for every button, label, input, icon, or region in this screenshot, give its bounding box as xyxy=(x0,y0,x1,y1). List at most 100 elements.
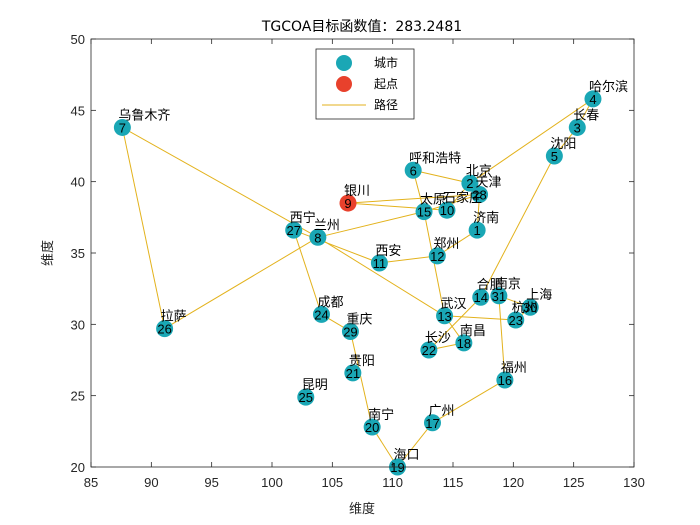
city-marker xyxy=(438,201,456,219)
legend-city-label: 城市 xyxy=(374,55,398,70)
city-index-label: 22 xyxy=(422,343,436,358)
legend-city-marker xyxy=(336,55,352,71)
route-segment xyxy=(444,315,516,321)
y-tick-label: 25 xyxy=(71,389,85,404)
route-segment xyxy=(121,127,166,329)
city-marker xyxy=(471,186,489,204)
city-marker xyxy=(468,221,486,239)
chart-title: TGCOA目标函数值：283.2481 xyxy=(261,19,462,35)
city-marker xyxy=(423,414,441,432)
city-marker xyxy=(507,311,525,329)
city-marker xyxy=(341,322,359,340)
city-index-label: 30 xyxy=(523,300,537,315)
city-index-label: 7 xyxy=(119,120,126,135)
legend: 城市 起点 路径 xyxy=(315,48,415,120)
city-name-label: 贵阳 xyxy=(349,354,375,369)
route-segment xyxy=(423,194,480,213)
city-marker xyxy=(285,221,303,239)
city-marker xyxy=(436,307,454,325)
city-name-label: 昆明 xyxy=(302,378,328,393)
city-name-label: 沈阳 xyxy=(550,137,576,152)
city-index-label: 21 xyxy=(346,366,360,381)
y-tick-label: 45 xyxy=(71,103,85,118)
city-marker xyxy=(428,247,446,265)
legend-start-marker xyxy=(336,76,352,92)
city-name-label: 济南 xyxy=(473,210,499,226)
x-axis-ticks: 85 90 95 100 105 110 115 120 125 130 xyxy=(84,39,645,490)
city-name-label: 海口 xyxy=(393,448,419,463)
city-marker xyxy=(404,161,422,179)
city-marker xyxy=(363,418,381,436)
city-index-label: 26 xyxy=(157,322,171,337)
city-marker xyxy=(420,341,438,359)
city-marker xyxy=(461,174,479,192)
city-name-label: 银川 xyxy=(344,184,370,199)
start-city-marker xyxy=(339,194,357,212)
city-index-label: 28 xyxy=(472,188,486,203)
city-index-label: 15 xyxy=(417,205,431,220)
y-tick-label: 50 xyxy=(71,32,85,47)
city-marker xyxy=(568,118,586,136)
city-index-label: 13 xyxy=(437,309,451,324)
route-segment xyxy=(347,194,480,204)
city-name-label: 福州 xyxy=(501,361,527,376)
legend-box xyxy=(315,48,415,120)
city-name-label: 广州 xyxy=(428,404,454,419)
x-tick-label: 100 xyxy=(261,475,283,490)
city-index-label: 9 xyxy=(344,196,351,211)
route-segment xyxy=(349,331,373,428)
city-name-label: 天津 xyxy=(476,176,502,191)
route-segment xyxy=(480,155,555,298)
y-tick-label: 35 xyxy=(71,246,85,261)
city-index-label: 20 xyxy=(365,420,379,435)
city-marker xyxy=(415,203,433,221)
city-marker xyxy=(309,228,327,246)
city-index-label: 3 xyxy=(574,120,581,135)
city-marker xyxy=(472,288,490,306)
city-index-label: 11 xyxy=(373,256,387,271)
route-segment xyxy=(428,296,482,351)
legend-start-label: 起点 xyxy=(374,77,398,91)
city-name-label: 杭州 xyxy=(512,301,538,316)
city-marker xyxy=(312,305,330,323)
city-index-label: 24 xyxy=(314,307,328,322)
marker-layer xyxy=(113,90,602,476)
city-index-label: 19 xyxy=(390,460,404,475)
y-axis-title: 维度 xyxy=(40,240,56,266)
x-tick-label: 90 xyxy=(144,475,158,490)
route-segment xyxy=(397,422,433,468)
legend-route-label: 路径 xyxy=(374,97,398,112)
city-marker xyxy=(370,254,388,272)
city-index-label: 29 xyxy=(343,324,357,339)
route-segment xyxy=(293,230,322,315)
city-name-label: 合肥 xyxy=(477,278,503,293)
y-tick-label: 30 xyxy=(71,317,85,332)
city-marker xyxy=(490,287,508,305)
city-index-label: 12 xyxy=(430,249,444,264)
city-name-label: 哈尔滨 xyxy=(589,79,628,95)
city-name-label: 乌鲁木齐 xyxy=(118,107,170,123)
route-segment xyxy=(379,255,438,264)
city-index-label: 31 xyxy=(492,289,506,304)
city-index-label: 27 xyxy=(286,223,300,238)
city-name-label: 西宁 xyxy=(290,210,316,226)
city-marker xyxy=(584,90,602,108)
city-name-label: 南宁 xyxy=(368,407,394,423)
route-segment xyxy=(317,211,425,238)
city-marker xyxy=(344,364,362,382)
city-marker xyxy=(297,388,315,406)
city-index-label: 10 xyxy=(440,203,454,218)
city-index-label: 17 xyxy=(425,416,439,431)
city-name-label: 南昌 xyxy=(460,323,486,339)
city-name-label: 南京 xyxy=(495,276,521,292)
city-name-label: 拉萨 xyxy=(161,310,187,325)
route-segment xyxy=(498,295,506,381)
city-marker xyxy=(156,320,174,338)
x-tick-label: 130 xyxy=(623,475,645,490)
city-name-label: 成都 xyxy=(317,295,343,310)
x-tick-label: 125 xyxy=(563,475,585,490)
x-axis-title: 维度 xyxy=(349,501,375,517)
label-layer: 1济南2北京3长春4哈尔滨5沈阳6呼和浩特7乌鲁木齐8兰州9银川10石家庄11西… xyxy=(118,79,628,475)
x-tick-label: 115 xyxy=(443,475,464,490)
